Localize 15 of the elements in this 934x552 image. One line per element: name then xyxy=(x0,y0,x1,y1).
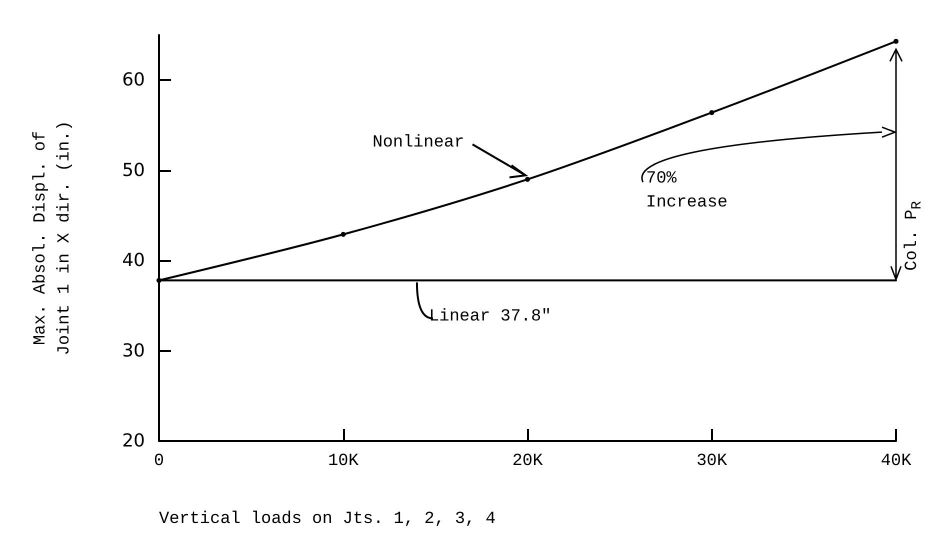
y-tick-label: 20 xyxy=(122,430,145,452)
x-tick-label: 20K xyxy=(512,452,544,471)
y-tick-label: 50 xyxy=(122,160,145,181)
y-tick-label: 30 xyxy=(122,340,145,362)
x-tick-label: 30K xyxy=(696,452,728,471)
x-tick-label: 0 xyxy=(154,452,164,471)
y-tick-label: 40 xyxy=(122,250,145,272)
annotation: Nonlinear xyxy=(372,133,464,152)
y-tick-label: 60 xyxy=(122,70,145,91)
y-axis-title: Max. Absol. Displ. of Joint 1 in X dir. (in.) xyxy=(32,120,74,356)
x-tick-label: 40K xyxy=(880,452,912,471)
x-tick-label: 10K xyxy=(328,452,360,471)
x-axis-title: Vertical loads on Jts. 1, 2, 3, 4 xyxy=(159,510,496,529)
annotation: Linear 37.8" xyxy=(428,307,552,326)
annotation: 70% Increase xyxy=(646,170,728,213)
